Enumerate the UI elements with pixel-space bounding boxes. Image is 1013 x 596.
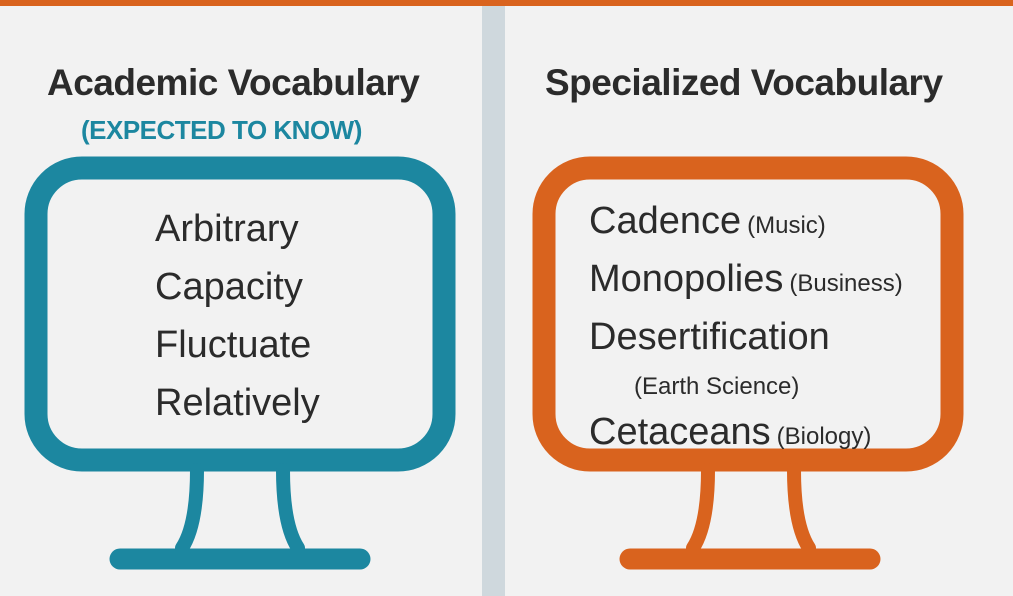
monitor-stand-left-leg — [175, 463, 204, 555]
specialized-term: Desertification — [589, 312, 903, 370]
monitor-stand-left-leg — [686, 463, 715, 555]
term-field: (Music) — [747, 212, 826, 239]
monitor-stand-right-leg — [276, 463, 305, 555]
monitor-screen-frame — [532, 156, 964, 472]
monitor-screen-frame — [24, 156, 456, 472]
specialized-term: Cetaceans (Biology) — [589, 404, 903, 468]
monitor-stand-right-leg — [787, 463, 816, 555]
top-accent-bar — [0, 0, 1013, 6]
term-word: Desertification — [589, 316, 830, 358]
panel-divider — [482, 6, 505, 596]
left-panel-subtitle: (EXPECTED TO KNOW) — [81, 115, 362, 145]
term-word: Cetaceans — [589, 411, 771, 453]
term-field: (Business) — [789, 270, 903, 297]
specialized-term: Monopolies (Business) — [589, 254, 903, 312]
left-panel-title: Academic Vocabulary — [47, 62, 420, 103]
specialized-term-list: Cadence (Music) Monopolies (Business) Dese… — [589, 196, 903, 468]
term-field: (Biology) — [776, 423, 872, 450]
academic-word-list: Arbitrary Capacity Fluctuate Relatively — [155, 200, 320, 432]
academic-word: Relatively — [155, 382, 320, 424]
term-word: Cadence — [589, 200, 742, 242]
right-panel-title: Specialized Vocabulary — [545, 62, 943, 103]
term-field: (Earth Science) — [634, 373, 800, 400]
academic-word: Fluctuate — [155, 324, 312, 366]
specialized-term: Cadence (Music) — [589, 196, 903, 254]
academic-word: Arbitrary — [155, 208, 299, 250]
academic-word: Capacity — [155, 266, 303, 308]
term-word: Monopolies — [589, 258, 784, 300]
